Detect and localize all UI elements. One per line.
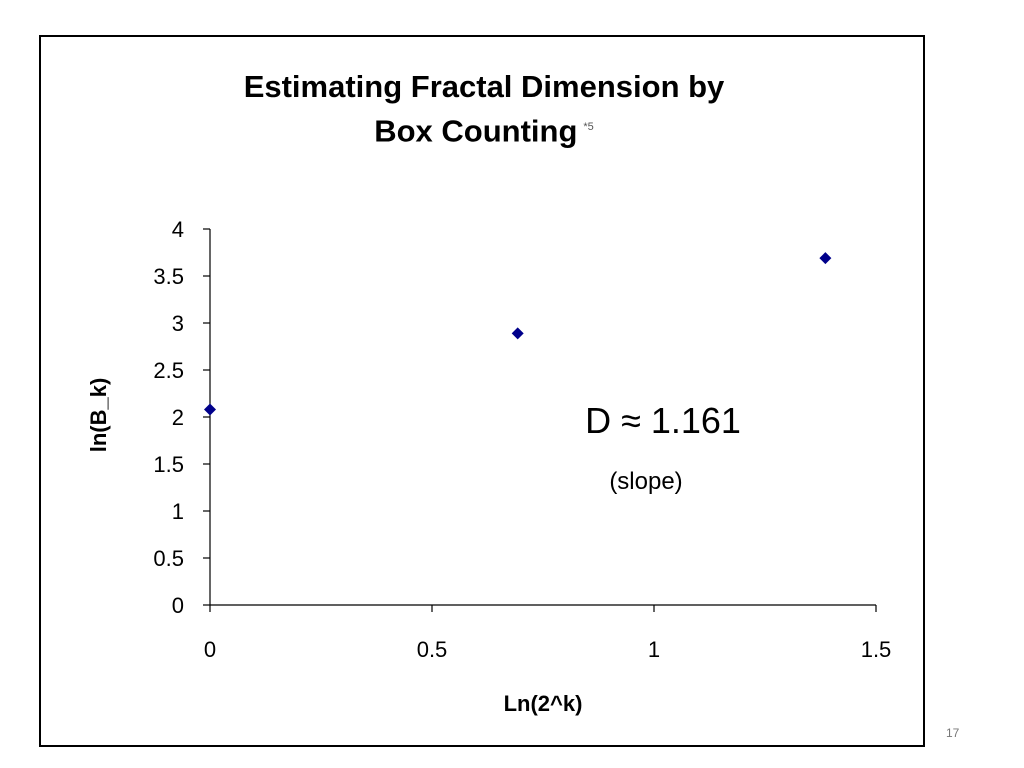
- y-tick-label: 4: [172, 217, 184, 242]
- chart-title-line-2: Box Counting *5: [41, 107, 927, 151]
- data-point-marker: [204, 403, 216, 416]
- y-axis-label: ln(B_k): [86, 378, 111, 453]
- x-axis-label: Ln(2^k): [504, 691, 583, 716]
- slope-note-annotation: (slope): [609, 468, 682, 495]
- chart-title-line-2-text: Box Counting: [374, 113, 578, 149]
- chart-title: Estimating Fractal Dimension by Box Coun…: [41, 67, 927, 151]
- y-tick-label: 3: [172, 311, 184, 336]
- x-tick-label: 0: [204, 637, 216, 662]
- y-tick-label: 2.5: [153, 358, 184, 383]
- x-tick-label: 1: [648, 637, 660, 662]
- y-tick-label: 0.5: [153, 546, 184, 571]
- chart-frame: Estimating Fractal Dimension by Box Coun…: [39, 35, 925, 747]
- data-point-marker: [819, 252, 832, 265]
- y-tick-label: 0: [172, 593, 184, 618]
- slope-formula-annotation: D ≈ 1.161: [585, 400, 741, 441]
- y-tick-label: 1.5: [153, 452, 184, 477]
- slide-number: 17: [946, 726, 960, 740]
- chart-title-superscript: *5: [583, 121, 594, 133]
- x-tick-label: 1.5: [861, 637, 892, 662]
- data-points: [204, 252, 832, 416]
- chart-title-line-1: Estimating Fractal Dimension by: [243, 69, 725, 104]
- data-point-marker: [511, 327, 524, 340]
- x-tick-label: 0.5: [417, 637, 448, 662]
- y-tick-label: 3.5: [153, 264, 184, 289]
- x-axis: 0 0.5 1 1.5: [204, 604, 892, 662]
- y-tick-label: 2: [172, 405, 184, 430]
- y-tick-label: 1: [172, 499, 184, 524]
- y-axis: 0 0.5 1 1.5 2 2.5 3 3.5 4: [153, 217, 211, 618]
